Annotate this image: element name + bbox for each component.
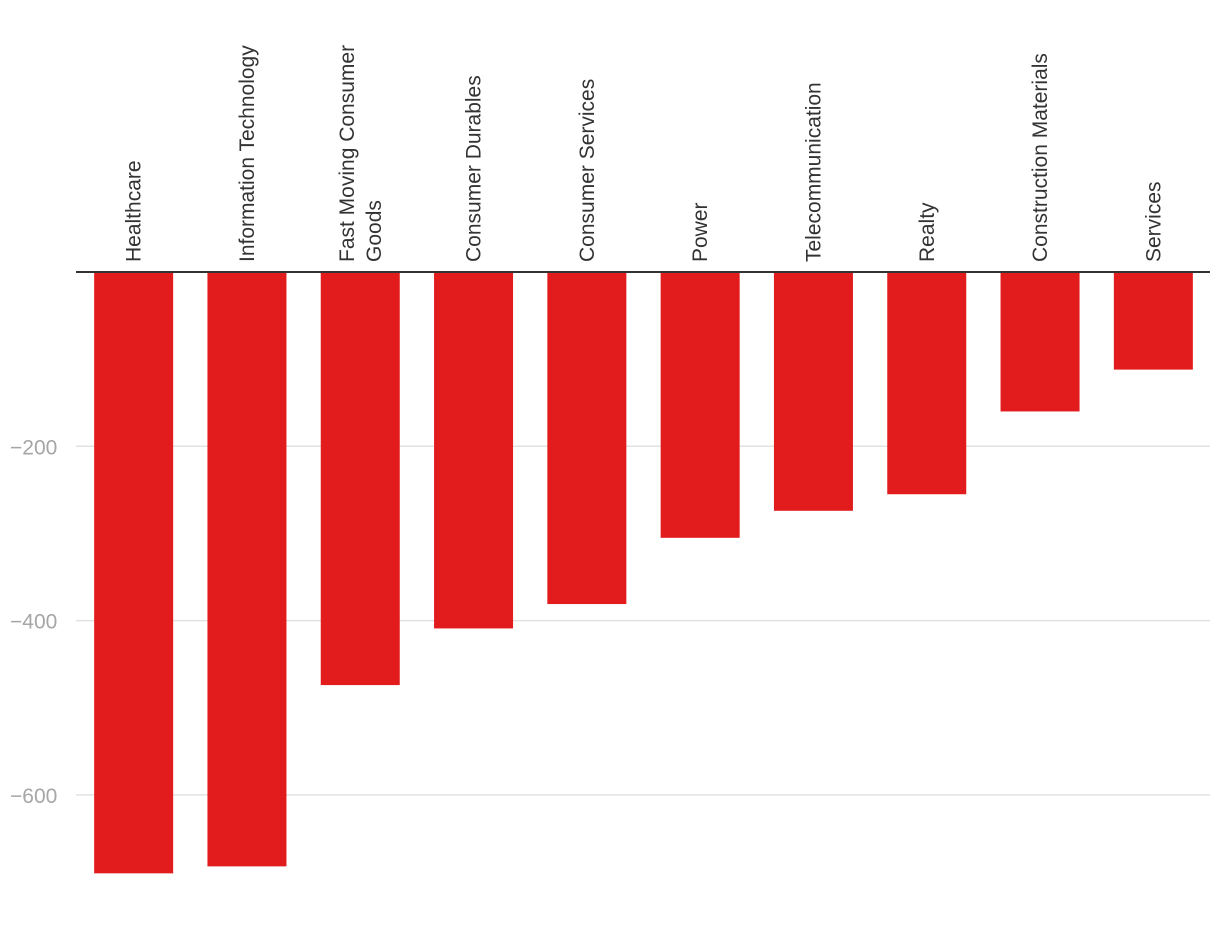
category-label: Construction Materials (1029, 53, 1052, 262)
y-tick-label: −200 (10, 436, 57, 459)
bar (434, 272, 514, 629)
y-axis-ticks: −200 −400 −600 (10, 436, 57, 808)
y-tick-label: −400 (10, 611, 57, 634)
category-label: Information Technology (236, 45, 259, 262)
category-label: Telecommunication (802, 82, 825, 262)
bar (887, 272, 967, 495)
bar (547, 272, 627, 605)
bar (320, 272, 400, 686)
category-label: Consumer Durables (463, 75, 486, 262)
category-label: Healthcare (123, 160, 146, 262)
bar (207, 272, 287, 867)
y-tick-label: −600 (10, 785, 57, 808)
category-label: Services (1142, 181, 1165, 262)
category-label: Fast Moving Consumer (336, 45, 359, 262)
bar (660, 272, 740, 538)
bar (94, 272, 174, 874)
category-label: Consumer Services (576, 79, 599, 262)
bars (94, 272, 1193, 874)
category-label: Power (689, 202, 712, 262)
category-label: Realty (916, 202, 939, 262)
bar (1000, 272, 1080, 412)
bar (773, 272, 853, 511)
bar (1113, 272, 1193, 370)
category-label: Goods (363, 200, 386, 262)
category-labels: Healthcare Information Technology Fast Mov… (123, 45, 1166, 262)
